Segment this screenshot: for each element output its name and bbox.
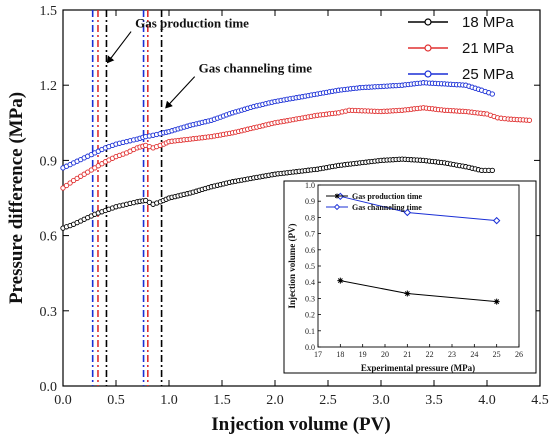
inset-y-tick-label: 0.4 [305, 278, 315, 287]
y-tick-label: 0.9 [40, 154, 58, 169]
inset-y-tick-label: 0.8 [305, 213, 315, 222]
inset-axis-ticks: 17 18 19 20 21 22 23 24 25 26 0.0 0.1 0.2 0.3 0.4 0.5 0.… [305, 181, 523, 359]
inset-x-tick-label: 24 [470, 350, 478, 359]
inset-x-tick-label: 23 [448, 350, 456, 359]
y-tick-label: 0.3 [40, 305, 58, 320]
legend-label: 18 MPa [462, 14, 514, 31]
inset-y-axis-title: Injection volume (PV) [287, 224, 297, 309]
inset-legend: Gas production time Gas channeling time [326, 192, 423, 212]
reference-lines [91, 10, 163, 386]
main-legend: 18 MPa 21 MPa 25 MPa [408, 14, 514, 83]
main-series-group [60, 80, 533, 231]
data-point [489, 91, 495, 97]
inset-x-tick-label: 20 [381, 350, 389, 359]
x-tick-label: 4.0 [478, 393, 496, 408]
inset-x-tick-label: 17 [314, 350, 322, 359]
x-tick-label: 4.5 [531, 393, 549, 408]
inset-y-tick-label: 0.3 [305, 294, 315, 303]
annotations: Gas production time Gas channeling time [106, 16, 313, 109]
y-tick-label: 0.0 [40, 380, 58, 395]
inset-legend-label: Gas production time [352, 192, 423, 201]
inset-data-point [404, 290, 411, 297]
inset-y-tick-label: 0.7 [305, 230, 315, 239]
inset-data-point [493, 298, 500, 305]
inset-legend-swatch-marker [334, 193, 340, 199]
inset-x-tick-label: 19 [359, 350, 367, 359]
legend-swatch-marker [424, 70, 432, 78]
x-tick-label: 3.0 [372, 393, 390, 408]
x-tick-label: 1.0 [160, 393, 178, 408]
data-point [67, 180, 73, 186]
inset-x-tick-label: 22 [426, 350, 434, 359]
annotation-arrow [106, 31, 132, 64]
inset-x-tick-label: 25 [493, 350, 501, 359]
x-tick-label: 0.5 [107, 393, 125, 408]
data-point [60, 185, 66, 191]
y-tick-label: 1.5 [40, 4, 58, 19]
annotation-arrow [165, 76, 196, 109]
x-tick-label: 3.5 [425, 393, 443, 408]
inset-y-tick-label: 0.5 [305, 262, 315, 271]
y-axis-title: Pressure difference (MPa) [6, 92, 27, 304]
inset-y-tick-label: 0.2 [305, 311, 315, 320]
inset-y-tick-label: 1.0 [305, 181, 315, 190]
inset-data-point [492, 216, 501, 225]
inset-legend-label: Gas channeling time [352, 203, 422, 212]
inset-legend-swatch-marker [333, 203, 341, 211]
main-axis-ticks: 0.0 0.5 1.0 1.5 2.0 2.5 3.0 3.5 4.0 4.5 0.0 0.3 0.6 0… [40, 4, 549, 408]
y-tick-label: 1.2 [40, 79, 58, 94]
x-tick-label: 0.0 [54, 393, 72, 408]
y-tick-label: 0.6 [40, 230, 58, 245]
data-point [489, 167, 495, 174]
inset-y-tick-label: 0.9 [305, 197, 315, 206]
inset-data-point [337, 277, 344, 284]
inset-x-axis-title: Experimental pressure (MPa) [361, 363, 475, 373]
annotation-label: Gas channeling time [199, 61, 313, 76]
legend-label: 21 MPa [462, 40, 514, 57]
x-axis-title: Injection volume (PV) [211, 414, 390, 435]
inset-y-tick-label: 0.1 [305, 327, 315, 336]
legend-swatch-marker [424, 44, 432, 52]
legend-swatch-marker [424, 18, 432, 26]
x-tick-label: 2.5 [319, 393, 337, 408]
data-point [526, 117, 533, 123]
inset-x-tick-label: 26 [515, 350, 523, 359]
x-tick-label: 2.0 [266, 393, 284, 408]
legend-label: 25 MPa [462, 66, 514, 83]
inset-series-group [336, 192, 501, 305]
data-point [63, 182, 70, 189]
inset-y-tick-label: 0.6 [305, 246, 315, 255]
annotation-label: Gas production time [135, 16, 249, 31]
inset-x-tick-label: 18 [336, 350, 344, 359]
x-tick-label: 1.5 [213, 393, 231, 408]
inset-y-tick-label: 0.0 [305, 343, 315, 352]
inset-data-point [403, 208, 412, 217]
main-plot-frame [62, 9, 541, 387]
inset-x-tick-label: 21 [403, 350, 411, 359]
